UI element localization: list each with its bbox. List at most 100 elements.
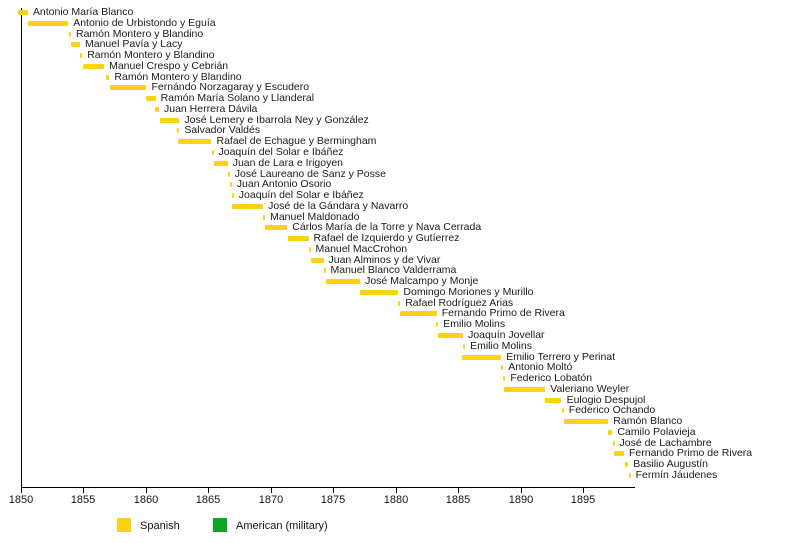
timeline-bar (310, 257, 324, 263)
timeline-bar (18, 10, 28, 15)
axis-tick (333, 487, 334, 493)
bar-label: José de Lachambre (619, 436, 712, 449)
timeline-bar (501, 365, 504, 371)
bar-label: José Malcampo y Monje (365, 275, 479, 288)
timeline-bar (608, 429, 613, 435)
timeline-bar (503, 376, 506, 381)
bar-label: Manuel Pavía y Lacy (85, 38, 183, 51)
timeline-bar (109, 85, 147, 91)
bar-label: Federico Ochando (568, 404, 656, 417)
legend-label: Spanish (140, 520, 180, 532)
timeline-bar (438, 333, 464, 338)
axis-tick (396, 487, 397, 493)
timeline-bar (155, 106, 159, 112)
bar-label: Ramón Montero y Blandino (114, 70, 242, 83)
timeline-bar (229, 182, 232, 188)
axis-tick (271, 487, 272, 493)
timeline-bar (211, 149, 214, 155)
bar-label: Ramón Montero y Blandino (87, 49, 215, 62)
axis-tick-label: 1885 (445, 494, 471, 506)
timeline-bar (323, 268, 326, 274)
timeline-bar (71, 42, 80, 48)
axis-tick-label: 1850 (8, 494, 34, 506)
axis-tick-label: 1860 (133, 494, 159, 506)
bar-label: José Laureano de Sanz y Posse (234, 167, 386, 180)
bar-label: José Lemery e Ibarrola Ney y González (184, 113, 369, 126)
bar-label: Manuel MacCrohon (315, 242, 408, 255)
bar-label: Juan Herrera Dávila (164, 102, 258, 115)
timeline-bar (159, 117, 180, 123)
bar-label: Juan Alminos y de Vivar (328, 253, 441, 266)
timeline-bar (325, 279, 361, 285)
timeline-bar (308, 246, 311, 252)
bar-label: Fernándo Norzagaray y Escudero (151, 81, 310, 94)
bar-label: Joaquín Jovellar (468, 329, 545, 341)
axis-tick-label: 1890 (508, 494, 534, 506)
axis-tick (458, 487, 459, 493)
timeline-bar (463, 343, 466, 349)
timeline-bar (227, 171, 230, 177)
bar-label: Valeriano Weyler (550, 382, 630, 395)
axis-tick-label: 1875 (320, 494, 346, 506)
timeline-bar (213, 160, 228, 166)
timeline-bar (27, 20, 69, 26)
axis-tick-label: 1880 (383, 494, 409, 506)
bar-label: Eulogio Despujol (566, 393, 646, 406)
axis-tick (583, 487, 584, 493)
bar-label: Joaquín del Solar e Ibáñez (218, 145, 344, 158)
timeline-bar (624, 462, 629, 468)
axis-tick-label: 1865 (195, 494, 221, 506)
bar-label: Ramón María Solano y Llanderal (160, 92, 315, 105)
bar-label: Fermín Jáudenes (635, 468, 718, 481)
bar-label: Salvador Valdés (184, 124, 261, 137)
bar-label: Antonio María Blanco (32, 6, 134, 18)
bar-label: Rafael Rodríguez Arias (405, 296, 514, 309)
bar-label: Camilo Polavieja (617, 425, 696, 438)
timeline-bar (177, 128, 180, 134)
timeline-bar (82, 63, 105, 69)
timeline-bar (263, 214, 266, 220)
bar-label: Rafael de Echague y Bermingham (216, 135, 377, 148)
bar-label: Manuel Crespo y Cebrián (109, 59, 229, 72)
legend-swatch-american (213, 518, 227, 532)
legend-label: American (military) (236, 520, 328, 532)
axis-tick (208, 487, 209, 493)
timeline-bar (614, 451, 624, 457)
timeline-bar (399, 311, 437, 317)
timeline-bar (612, 440, 615, 446)
timeline-bar (232, 203, 263, 209)
bar-label: Ramón Blanco (613, 415, 683, 428)
legend-swatch-spanish (117, 518, 131, 532)
axis-tick-label: 1895 (570, 494, 596, 506)
bar-label: Antonio de Urbistondo y Eguía (73, 16, 216, 29)
bar-label: Emilio Molins (443, 318, 506, 331)
bar-label: Basilio Augustín (633, 458, 709, 471)
axis-tick (146, 487, 147, 493)
bar-label: Manuel Maldonado (270, 210, 360, 223)
y-axis-line (21, 8, 22, 487)
timeline-bar (359, 289, 399, 295)
bar-label: Rafael de Izquierdo y Gutíerrez (313, 232, 460, 245)
bar-label: Fernando Primo de Rivera (441, 307, 565, 320)
bar-label: Juan Antonio Osorio (236, 178, 332, 191)
timeline-bar (80, 53, 83, 59)
timeline-bar (264, 225, 288, 231)
x-axis-line (21, 487, 635, 488)
bar-label: Antonio Moltó (508, 361, 573, 374)
axis-tick-label: 1855 (70, 494, 96, 506)
timeline-bar (628, 472, 631, 478)
bar-label: Emilio Terrero y Perinat (506, 350, 616, 363)
timeline-bar (436, 322, 439, 328)
bar-label: Domingo Moriones y Murillo (403, 285, 534, 298)
bar-label: José de la Gándara y Navarro (268, 199, 409, 212)
timeline-bar (563, 419, 609, 425)
bar-label: Cárlos María de la Torre y Nava Cerrada (292, 221, 482, 234)
timeline-bar (145, 96, 156, 102)
bar-label: Federico Lobatón (510, 372, 593, 384)
timeline-bar (177, 139, 212, 145)
bar-label: Manuel Blanco Valderrama (330, 264, 457, 277)
timeline-bar (561, 408, 564, 414)
timeline-bar (398, 300, 401, 306)
bar-label: Ramón Montero y Blandino (76, 27, 204, 40)
bar-label: Joaquín del Solar e Ibáñez (238, 189, 364, 201)
